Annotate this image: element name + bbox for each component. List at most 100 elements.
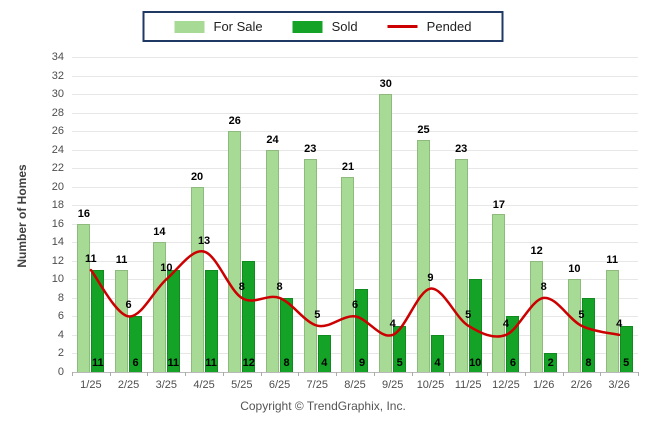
gridline [72,205,638,207]
sold-value-label: 6 [132,357,139,369]
y-tick-label: 2 [57,347,64,360]
sold-value-label: 2 [547,357,554,369]
y-tick-label: 22 [51,162,64,175]
x-tick [222,372,224,376]
y-tick-label: 20 [51,180,64,193]
y-tick-label: 10 [51,273,64,286]
bar-for-sale [454,159,468,372]
sold-value-label: 4 [321,357,328,369]
legend-item-sold: Sold [292,19,358,34]
bar-for-sale [530,261,544,372]
x-tick-label: 1/26 [532,379,555,391]
x-tick-label: 3/26 [608,379,630,391]
gridline [72,57,638,58]
plot-area: 0 2 4 6 8 10 12 14 16 18 20 22 24 26 28 30 32 34 16 11 1/25 1… [52,51,639,391]
gridline [72,131,638,133]
for-sale-value-label: 12 [530,244,543,257]
x-tick-label: 2/26 [570,379,593,391]
bar-for-sale [266,150,280,372]
pended-value-label: 8 [276,280,283,293]
x-tick-label: 1/25 [80,379,102,391]
category-group [298,57,336,372]
pended-value-label: 13 [197,234,211,247]
x-tick [411,372,413,376]
y-tick-label: 24 [51,143,64,156]
copyright: Copyright © TrendGraphix, Inc. [240,399,406,413]
x-tick-label: 6/25 [268,379,291,391]
x-tick [449,372,451,376]
sold-swatch-icon [292,20,323,33]
x-tick-label: 10/25 [416,379,445,391]
category-group [185,57,223,372]
sold-value-label: 12 [242,357,255,369]
for-sale-value-label: 11 [115,254,128,267]
for-sale-value-label: 25 [417,124,430,137]
pended-value-label: 8 [238,280,245,293]
x-tick-label: 12/25 [492,379,520,391]
y-tick-label: 18 [51,199,64,212]
sold-value-label: 5 [623,357,630,369]
pended-value-label: 10 [160,262,173,275]
for-sale-value-label: 21 [341,161,355,174]
bar-for-sale [303,159,317,372]
x-tick [109,372,111,376]
gridline [72,186,638,188]
for-sale-value-label: 26 [228,115,241,128]
category-group [147,57,185,372]
category-group [261,57,299,372]
x-tick-label: 7/25 [306,379,328,391]
y-tick-label: 4 [57,328,64,341]
bar-for-sale [416,140,430,372]
sold-value-label: 11 [205,357,217,369]
pended-line-swatch-icon [387,25,418,28]
y-tick-label: 32 [51,69,64,82]
bar-for-sale [190,187,204,372]
category-group [563,57,601,372]
bar-for-sale [492,214,506,372]
bar-for-sale [115,270,129,372]
x-tick [72,372,73,376]
y-tick-label: 8 [57,291,64,304]
pended-value-label: 4 [389,317,396,330]
y-axis-title: Number of Homes [15,164,29,268]
pended-value-label: 5 [465,308,472,321]
legend-item-pended: Pended [387,19,472,34]
x-tick [487,372,489,376]
for-sale-value-label: 23 [304,142,317,155]
legend-label-pended: Pended [426,19,472,34]
x-tick [260,372,262,376]
y-tick-label: 30 [51,88,64,101]
y-tick-label: 14 [51,236,64,249]
category-group [412,57,450,372]
x-tick [638,372,639,376]
pended-value-label: 5 [578,308,585,321]
y-tick-label: 28 [51,106,64,119]
y-tick-label: 34 [51,51,64,63]
bar-sold [619,326,633,372]
y-tick-label: 16 [51,217,64,230]
bar-sold [242,261,256,372]
sold-value-label: 8 [283,357,290,369]
for-sale-value-label: 10 [568,263,581,276]
x-tick-label: 3/25 [155,379,178,391]
gridline [72,168,638,170]
x-tick [600,372,602,376]
legend-label-for-sale: For Sale [213,19,263,34]
for-sale-value-label: 24 [266,133,279,146]
bar-for-sale [77,224,91,372]
gridline [72,353,638,355]
pended-value-label: 4 [616,317,623,330]
bar-for-sale [341,177,355,372]
x-tick-label: 2/25 [117,379,140,391]
gridline [72,242,638,244]
y-tick-label: 12 [51,254,64,267]
x-tick [336,372,338,376]
gridline [72,75,638,77]
legend-label-sold: Sold [331,19,358,34]
x-tick [524,372,526,376]
x-tick [373,372,375,376]
for-sale-value-label: 20 [190,170,204,183]
x-tick-label: 4/25 [193,379,215,391]
for-sale-value-label: 23 [455,142,468,155]
x-tick-label: 8/25 [344,379,366,391]
